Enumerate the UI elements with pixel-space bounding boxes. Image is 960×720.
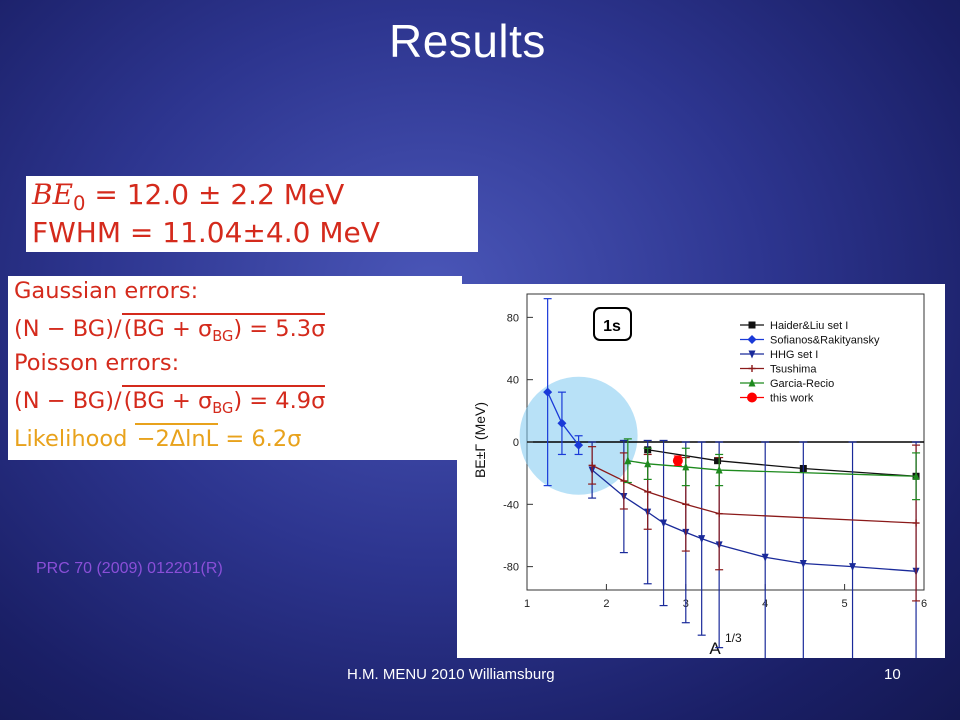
slide-title: Results [389, 15, 546, 67]
series-sofianos-rakityansky-point [543, 387, 553, 397]
series-sofianos-rakityansky-point [557, 418, 567, 428]
y-tick-label: 40 [507, 375, 519, 387]
footer-text: H.M. MENU 2010 Williamsburg [347, 666, 555, 683]
legend-label: this work [770, 393, 814, 405]
gaussian-label: Gaussian errors: [14, 278, 199, 304]
likelihood-formula: Likelihood −2ΔlnL = 6.2σ [14, 423, 301, 452]
x-tick-label: 6 [921, 598, 927, 610]
label-box [593, 307, 632, 341]
series-hhg-set-i-point [799, 560, 807, 569]
series-this-work-point [672, 455, 683, 466]
series-tsushima-point [644, 488, 652, 496]
series-haider-liu-set-i-line [647, 449, 917, 477]
legend-marker [748, 378, 756, 387]
x-tick-label: 1 [524, 598, 530, 610]
poisson-formula: (N − BG)/(BG + σBG) = 4.9σ [14, 385, 326, 417]
x-axis-label: A [709, 639, 721, 658]
series-garcia-recio-point [624, 456, 632, 465]
gaussian-formula: (N − BG)/(BG + σBG) = 5.3σ [14, 313, 326, 345]
legend-label: Garcia-Recio [770, 378, 834, 390]
be-line: BE0 = 12.0 ± 2.2 MeV [32, 178, 345, 215]
series-tsushima-point [912, 519, 920, 527]
legend-label: Tsushima [770, 364, 817, 376]
legend-marker [748, 350, 756, 359]
series-tsushima-point [620, 477, 628, 485]
y-tick-label: -80 [503, 562, 519, 574]
series-tsushima-line [591, 464, 917, 524]
label-box-text: 1s [603, 318, 621, 335]
significance-box: Gaussian errors: (N − BG)/(BG + σBG) = 5… [8, 276, 462, 460]
series-hhg-set-i-point [761, 553, 769, 562]
series-garcia-recio-point [912, 471, 920, 480]
series-hhg-set-i-point [849, 563, 857, 572]
y-tick-label: 0 [513, 437, 519, 449]
poisson-label: Poisson errors: [14, 350, 180, 376]
legend-marker [747, 392, 757, 403]
legend-marker [747, 335, 757, 344]
legend-label: HHG set I [770, 349, 818, 361]
binding-energy-box: BE0 = 12.0 ± 2.2 MeV FWHM = 11.04±4.0 Me… [26, 176, 478, 252]
series-hhg-set-i-point [698, 535, 706, 544]
series-haider-liu-set-i-point [714, 457, 722, 465]
series-tsushima-point [682, 500, 690, 508]
series-garcia-recio-point [644, 459, 652, 468]
y-tick-label: -40 [503, 499, 519, 511]
series-garcia-recio-point [715, 465, 723, 474]
series-garcia-recio-point [682, 462, 690, 471]
series-tsushima-point [715, 510, 723, 518]
legend-label: Sofianos&Rakityansky [770, 335, 880, 347]
x-axis-label-sup: 1/3 [725, 631, 742, 645]
legend-marker [748, 321, 756, 329]
series-tsushima-point [588, 461, 596, 469]
page-number: 10 [884, 666, 901, 683]
legend-marker [748, 365, 756, 372]
x-tick-label: 5 [842, 598, 848, 610]
fwhm-line: FWHM = 11.04±4.0 MeV [32, 216, 380, 249]
reference-citation: PRC 70 (2009) 012201(R) [36, 560, 223, 577]
series-sofianos-rakityansky-point [574, 440, 584, 450]
series-hhg-set-i-point [660, 519, 668, 528]
legend-label: Haider&Liu set I [770, 320, 848, 332]
y-axis-label: BE±Γ (MeV) [472, 402, 488, 478]
y-tick-label: 80 [507, 312, 519, 324]
x-tick-label: 2 [603, 598, 609, 610]
